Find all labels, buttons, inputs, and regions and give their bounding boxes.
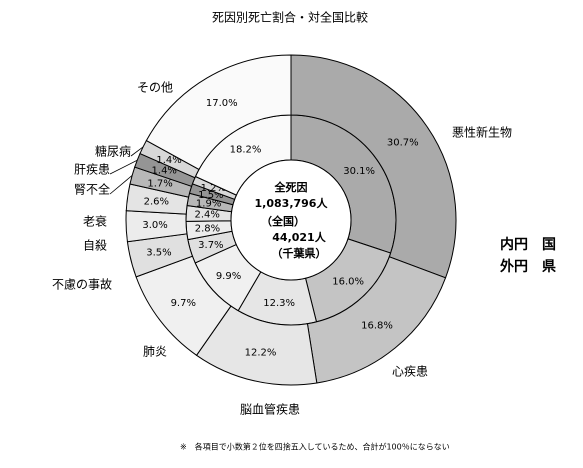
value-label: 9.9% [216, 271, 241, 282]
value-label: 30.1% [343, 166, 375, 177]
legend-label: 内円 国 [500, 236, 556, 253]
value-label: 2.8% [195, 223, 220, 234]
value-label: 2.6% [144, 196, 169, 207]
center-label: 全死因 [274, 180, 308, 194]
value-label: 3.0% [142, 220, 167, 231]
category-label: 悪性新生物 [452, 125, 512, 140]
leader-line [130, 146, 144, 157]
category-label: 肺炎 [143, 345, 167, 359]
category-label: 自殺 [83, 239, 107, 253]
category-label: その他 [137, 81, 173, 95]
category-label: 心疾患 [392, 364, 428, 379]
slice [145, 54, 292, 171]
value-label: 1.4% [152, 166, 177, 177]
value-label: 12.2% [245, 348, 277, 359]
center-label: 44,021人 [272, 230, 326, 244]
value-label: 12.3% [263, 298, 295, 309]
chart-title: 死因別死亡割合・対全国比較 [212, 10, 368, 25]
slice [290, 54, 457, 279]
value-label: 17.0% [206, 98, 238, 109]
center-circle [230, 159, 352, 281]
center-label: （全国） [261, 214, 305, 228]
value-label: 2.4% [194, 210, 219, 221]
value-label: 9.7% [171, 298, 196, 309]
value-label: 16.8% [361, 320, 393, 331]
value-label: 1.7% [147, 178, 172, 189]
value-label: 30.7% [387, 137, 419, 148]
category-label: 老衰 [83, 214, 107, 229]
value-label: 3.7% [198, 240, 223, 251]
category-label: 不慮の事故 [52, 277, 112, 292]
footnote: ※ 各項目で小数第２位を四捨五入しているため、合計が100％にならない [180, 442, 450, 452]
value-label: 1.2% [201, 183, 226, 194]
center-label: 1,083,796人 [255, 196, 329, 210]
value-label: 1.9% [196, 198, 221, 209]
category-label: 糖尿病 [95, 144, 131, 159]
value-label: 1.4% [156, 155, 181, 166]
value-label: 1.5% [198, 190, 223, 201]
category-label: 腎不全 [74, 182, 110, 197]
legend-label: 外円 県 [500, 258, 556, 275]
value-label: 18.2% [230, 144, 262, 155]
value-label: 3.5% [146, 248, 171, 259]
category-label: 肝疾患 [74, 162, 110, 177]
leader-line [109, 159, 138, 175]
category-label: 脳血管疾患 [240, 402, 300, 417]
value-label: 16.0% [332, 277, 364, 288]
leader-line [109, 175, 133, 195]
center-label: （千葉県） [272, 246, 327, 260]
